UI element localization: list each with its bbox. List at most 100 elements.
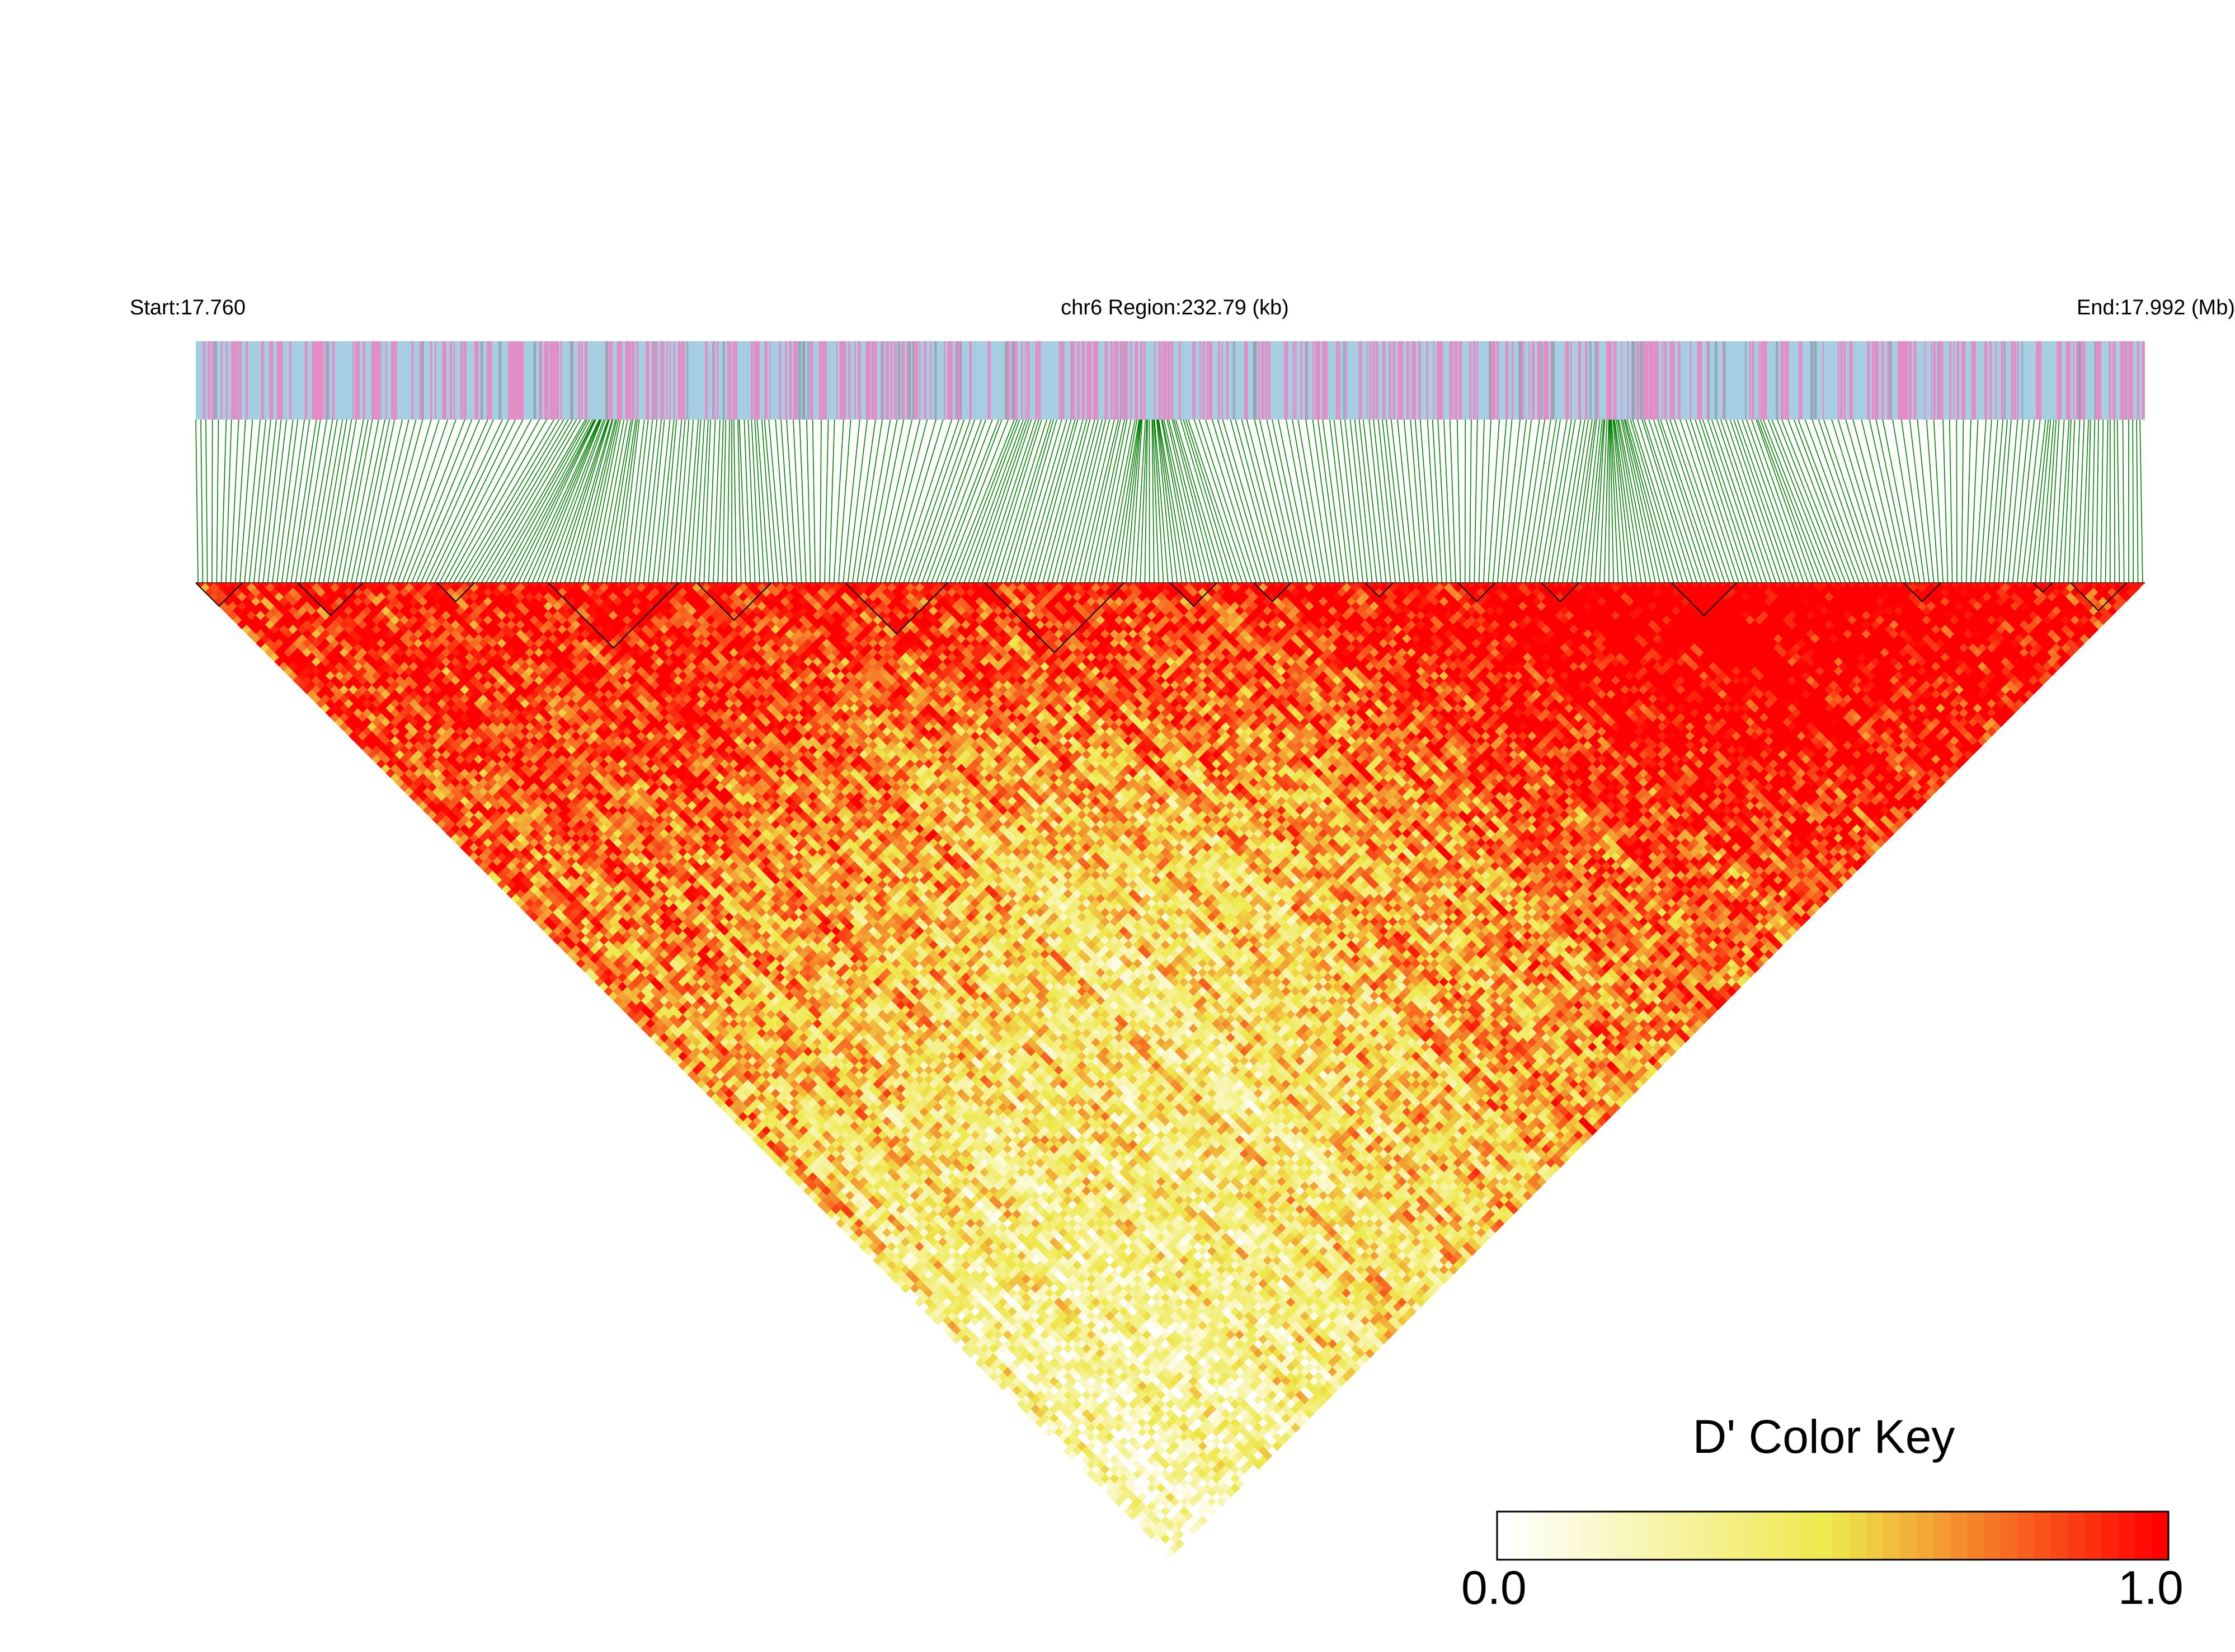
snp-link [1161,419,1192,583]
snp-link [337,419,369,583]
snp-link [582,419,619,583]
snp-link [954,419,1018,583]
snp-link [374,419,417,583]
snp-link [780,419,793,583]
snp-link [1653,419,1707,583]
snp-link [1278,419,1312,583]
snp-link [434,419,516,583]
color-key-swatch [1682,1512,1699,1560]
haplotype-block [1671,582,1737,616]
snp-link [1566,419,1593,583]
snp-link [1358,419,1377,583]
snp-link [1571,419,1596,583]
snp-link [495,419,588,583]
snp-link [1140,419,1147,583]
snp-link [601,419,632,583]
color-key-swatch [2068,1512,2085,1560]
color-key-swatch [1900,1512,1917,1560]
snp-link [972,419,1029,583]
snp-link [402,419,465,583]
snp-link [1266,419,1304,583]
snp-link [1198,419,1252,583]
snp-link [458,419,554,583]
snp-link [541,419,605,583]
color-key-swatch [1833,1512,1850,1560]
snp-link [1312,419,1336,583]
snp-link [1488,419,1500,583]
snp-link [1534,419,1561,583]
snp-link [1622,419,1660,583]
color-key-swatch [1749,1512,1766,1560]
snp-link [290,419,317,583]
snp-link [1154,419,1169,583]
snp-link [1695,419,1749,583]
snp-link [1193,419,1248,583]
snp-link [2003,419,2018,583]
snp-link [907,419,965,583]
snp-link [1524,419,1551,583]
haplotype-blocks [195,582,2127,653]
snp-link [1660,419,1716,583]
snp-link [1975,419,1987,583]
snp-link [1516,419,1540,583]
snp-link [1869,419,1907,583]
snp-link [1033,419,1079,583]
snp-link [1610,419,1614,583]
snp-link [1158,419,1187,583]
snp-link [747,419,756,583]
snp-link [1363,419,1382,583]
snp-link [2021,419,2041,583]
snp-link [1272,419,1308,583]
snp-link [1831,419,1884,583]
snp-link [620,419,640,583]
snp-link [272,419,294,583]
snp-link [509,419,595,583]
snp-link [1144,419,1148,583]
snp-link [1373,419,1391,583]
snp-link [935,419,999,583]
snp-link [949,419,1015,583]
snp-link [1613,419,1633,583]
snp-link [1419,419,1433,583]
color-key-swatch [2034,1512,2052,1560]
region-end-label: End:17.992 (Mb) [2077,291,2235,324]
haplotype-block [984,582,1124,653]
color-key-swatch [1883,1512,1900,1560]
snp-link [234,419,246,583]
haplotype-block [1457,582,1496,603]
snp-link [1028,419,1076,583]
snp-link [857,419,883,583]
color-key-swatch [1732,1512,1749,1560]
snp-link [1056,419,1099,583]
snp-link [1961,419,1964,583]
snp-link [982,419,1037,583]
color-key-swatch [1816,1512,1833,1560]
color-key-title: D' Color Key [1544,1410,2104,1464]
snp-link [1449,419,1456,583]
snp-link [467,419,564,583]
snp-link [703,419,711,583]
snp-link [1648,419,1702,583]
snp-link [843,419,860,583]
snp-link [1626,419,1674,583]
snp-link [346,419,379,583]
snp-link [940,419,1003,583]
snp-link [225,419,232,583]
snp-link [299,419,327,583]
snp-link [671,419,686,583]
snp-link [1205,419,1257,583]
snp-link [991,419,1042,583]
snp-link [360,419,396,583]
snp-link [722,419,727,583]
snp-link [898,419,953,583]
snp-link [738,419,746,583]
snp-link [1156,419,1173,583]
snp-link [833,419,844,583]
snp-link [1707,419,1763,583]
snp-link [1949,419,1953,583]
snp-link [893,419,944,583]
snp-link [1188,419,1243,583]
snp-link [875,419,912,583]
snp-link [1625,419,1670,583]
